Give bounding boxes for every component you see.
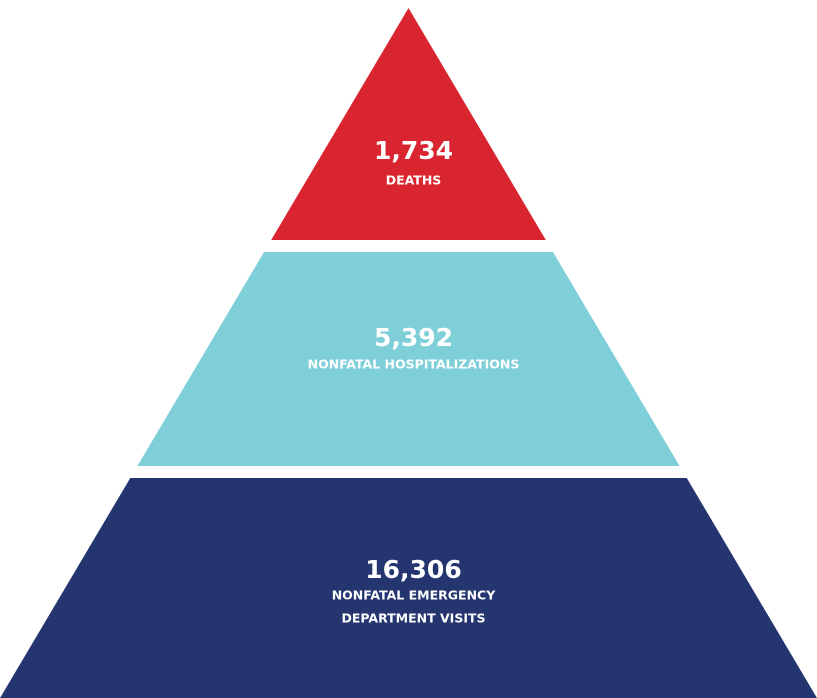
tier-label: DEPARTMENT VISITS bbox=[341, 611, 485, 626]
pyramid-tier bbox=[137, 252, 680, 466]
tier-label: NONFATAL EMERGENCY bbox=[332, 588, 496, 603]
tier-value: 16,306 bbox=[365, 555, 461, 584]
tier-value: 5,392 bbox=[374, 323, 453, 352]
tier-value: 1,734 bbox=[374, 136, 453, 165]
pyramid-tier bbox=[0, 478, 817, 698]
tier-label: DEATHS bbox=[386, 173, 442, 188]
tier-label: NONFATAL HOSPITALIZATIONS bbox=[308, 357, 520, 372]
pyramid-tier bbox=[271, 8, 546, 240]
